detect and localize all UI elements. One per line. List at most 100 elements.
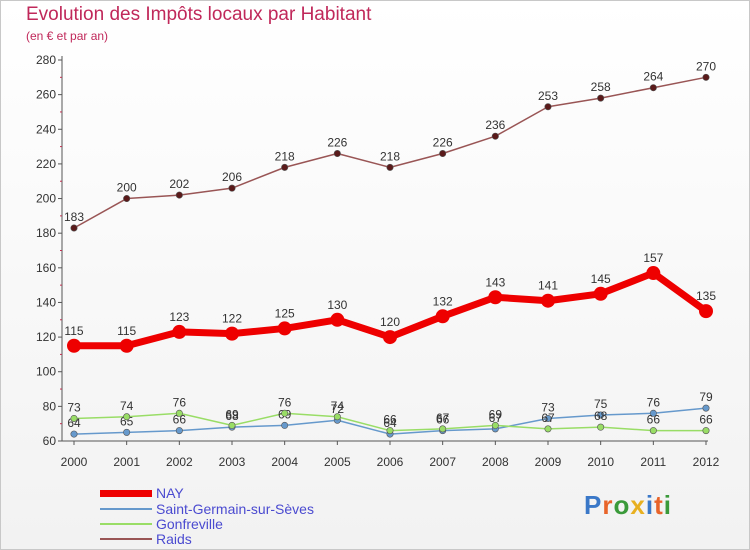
x-tick-label: 2006 [377, 455, 404, 469]
data-label-2: 67 [436, 411, 450, 425]
data-label-1: 68 [225, 409, 239, 423]
data-label-3: 236 [485, 118, 505, 132]
data-label-2: 66 [647, 413, 661, 427]
x-tick-label: 2005 [324, 455, 351, 469]
data-label-2: 76 [173, 395, 187, 409]
y-tick-label: 140 [36, 295, 56, 309]
series-point-0 [277, 321, 292, 336]
data-label-3: 202 [169, 177, 189, 191]
y-tick-label: 80 [43, 399, 57, 413]
series-point-3 [544, 103, 552, 111]
series-point-1 [123, 428, 131, 436]
data-label-1: 66 [173, 413, 187, 427]
y-tick-label: 180 [36, 226, 56, 240]
series-point-2 [439, 425, 447, 433]
data-label-0: 130 [327, 298, 347, 312]
series-point-1 [544, 414, 552, 422]
chart-title: Evolution des Impôts locaux par Habitant [26, 4, 372, 25]
series-point-0 [119, 338, 134, 353]
y-tick-label: 220 [36, 157, 56, 171]
legend-swatch-nay [100, 489, 152, 497]
data-label-2: 76 [278, 395, 292, 409]
series-point-3 [649, 84, 657, 92]
data-label-1: 66 [436, 413, 450, 427]
data-label-0: 115 [117, 324, 136, 338]
x-tick-label: 2004 [271, 455, 298, 469]
x-tick-label: 2003 [219, 455, 246, 469]
y-tick-label: 240 [36, 122, 56, 136]
series-point-0 [488, 290, 503, 305]
data-label-0: 115 [64, 324, 83, 338]
x-tick-label: 2011 [640, 455, 666, 469]
data-label-3: 200 [117, 181, 137, 195]
data-label-3: 226 [327, 136, 347, 150]
data-label-3: 270 [696, 59, 716, 73]
data-label-3: 264 [643, 70, 663, 84]
series-point-1 [597, 411, 605, 419]
x-tick-label: 2007 [429, 455, 456, 469]
series-point-3 [702, 73, 710, 81]
legend-item-saint-germain: Saint-Germain-sur-Sèves [100, 501, 314, 517]
series-point-0 [67, 338, 81, 353]
series-point-3 [386, 163, 394, 171]
data-label-3: 206 [222, 170, 242, 184]
series-point-2 [491, 421, 499, 429]
series-point-3 [597, 94, 605, 102]
x-tick-label: 2000 [61, 455, 88, 469]
data-label-1: 79 [699, 390, 713, 404]
series-point-3 [228, 184, 236, 192]
series-point-2 [702, 427, 710, 435]
data-label-1: 64 [383, 416, 397, 430]
data-label-3: 183 [64, 210, 84, 224]
data-label-0: 132 [433, 294, 453, 308]
logo-letter: t [654, 490, 664, 520]
data-label-1: 72 [331, 402, 345, 416]
x-tick-label: 2012 [693, 455, 720, 469]
data-label-3: 258 [591, 80, 611, 94]
chart-subtitle: (en € et par an) [26, 29, 109, 43]
series-point-2 [70, 414, 78, 422]
legend-item-raids: Raids [100, 531, 192, 547]
series-point-2 [123, 413, 131, 421]
series-point-2 [386, 427, 394, 435]
data-label-1: 76 [647, 395, 661, 409]
y-tick-label: 160 [36, 261, 56, 275]
series-point-2 [333, 413, 341, 421]
series-point-2 [228, 421, 236, 429]
series-point-0 [172, 324, 187, 339]
data-label-0: 143 [485, 275, 505, 289]
y-tick-label: 280 [36, 53, 56, 67]
data-label-2: 69 [489, 407, 503, 421]
data-label-1: 73 [541, 400, 555, 414]
legend-swatch-gonfreville [100, 523, 152, 525]
series-point-3 [70, 224, 78, 232]
logo-letter: r [602, 490, 614, 520]
data-label-0: 125 [275, 306, 295, 320]
data-label-1: 75 [594, 397, 608, 411]
proxiti-logo: Proxiti [584, 490, 672, 521]
legend-label-raids: Raids [156, 531, 192, 547]
legend-item-nay: NAY [100, 485, 184, 501]
series-point-0 [593, 286, 608, 301]
series-point-2 [649, 427, 657, 435]
legend-label-nay: NAY [156, 485, 184, 501]
series-point-2 [175, 409, 183, 417]
data-label-0: 122 [222, 312, 242, 326]
series-point-3 [281, 163, 289, 171]
series-point-0 [383, 330, 397, 345]
data-label-2: 66 [699, 413, 713, 427]
series-point-1 [649, 409, 657, 417]
x-tick-label: 2010 [587, 455, 614, 469]
y-tick-label: 100 [36, 365, 56, 379]
legend-label-saint-germain: Saint-Germain-sur-Sèves [156, 501, 314, 517]
logo-letter: o [613, 490, 631, 520]
series-point-2 [544, 425, 552, 433]
legend-item-gonfreville: Gonfreville [100, 516, 223, 532]
series-point-3 [491, 132, 499, 140]
data-label-3: 218 [380, 149, 400, 163]
series-point-0 [541, 293, 555, 308]
series-point-1 [281, 421, 289, 429]
series-point-1 [70, 430, 78, 438]
data-label-2: 73 [67, 400, 81, 414]
